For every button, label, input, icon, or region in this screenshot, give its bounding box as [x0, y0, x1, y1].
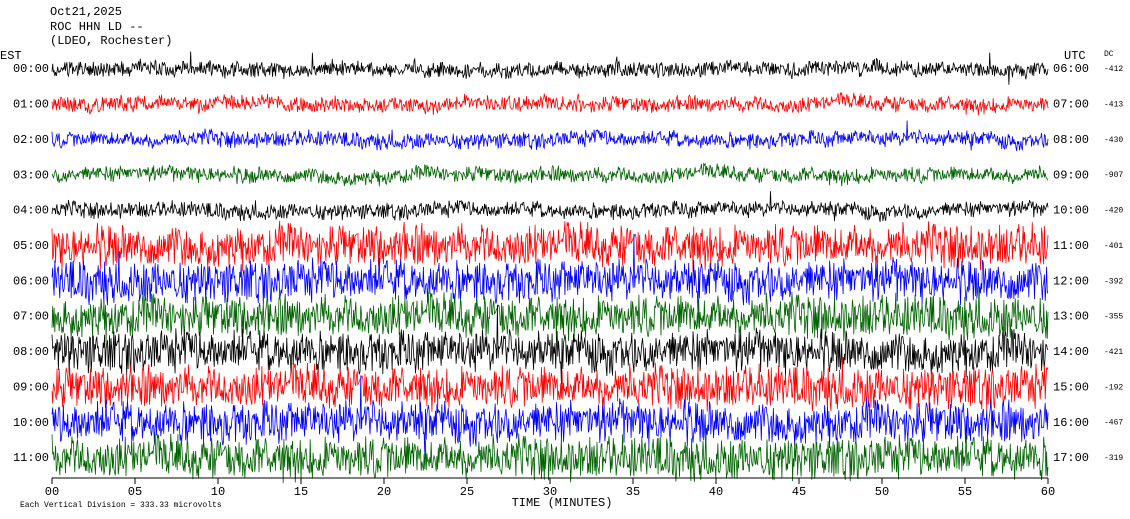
trace [51, 357, 1049, 413]
dc-label: -907 [1104, 171, 1123, 180]
dc-label: -392 [1104, 277, 1123, 286]
trace [51, 220, 1049, 272]
left-axis-title: EST [0, 49, 22, 63]
trace [51, 233, 1049, 314]
dc-label: -319 [1104, 454, 1123, 463]
title-line: Oct21,2025 [50, 5, 122, 19]
x-tick-label: 10 [211, 485, 225, 499]
est-label: 06:00 [13, 274, 49, 288]
x-tick-label: 60 [1041, 485, 1055, 499]
trace [51, 427, 1049, 484]
trace [51, 304, 1049, 385]
x-tick-label: 40 [709, 485, 723, 499]
title-line: ROC HHN LD -- [50, 20, 144, 34]
footer: Each Vertical Division = 333.33 microvol… [20, 501, 222, 510]
traces [51, 51, 1049, 484]
est-label: 11:00 [13, 451, 49, 465]
x-tick-label: 55 [958, 485, 972, 499]
dc-label: -467 [1104, 419, 1123, 428]
utc-label: 12:00 [1053, 274, 1089, 288]
est-label: 09:00 [13, 380, 49, 394]
utc-label: 08:00 [1053, 133, 1089, 147]
dc-title: DC [1104, 50, 1114, 59]
utc-label: 15:00 [1053, 380, 1089, 394]
x-tick-label: 05 [128, 485, 142, 499]
est-label: 02:00 [13, 133, 49, 147]
est-label: 01:00 [13, 98, 49, 112]
trace [51, 286, 1049, 342]
x-axis-label: TIME (MINUTES) [512, 496, 613, 510]
est-label: 03:00 [13, 168, 49, 182]
utc-label: 14:00 [1053, 345, 1089, 359]
est-label: 07:00 [13, 310, 49, 324]
x-tick-label: 50 [875, 485, 889, 499]
dc-label: -420 [1104, 207, 1123, 216]
dc-label: -430 [1104, 136, 1123, 145]
trace [51, 191, 1049, 222]
x-tick-label: 15 [294, 485, 308, 499]
x-tick-label: 00 [45, 485, 59, 499]
est-label: 05:00 [13, 239, 49, 253]
utc-label: 10:00 [1053, 204, 1089, 218]
dc-label: -413 [1104, 100, 1123, 109]
right-axis-title: UTC [1064, 49, 1086, 63]
title-line: (LDEO, Rochester) [50, 34, 172, 48]
utc-label: 11:00 [1053, 239, 1089, 253]
trace [51, 375, 1049, 455]
dc-label: -355 [1104, 313, 1123, 322]
est-label: 04:00 [13, 204, 49, 218]
utc-label: 06:00 [1053, 62, 1089, 76]
est-label: 10:00 [13, 416, 49, 430]
utc-label: 16:00 [1053, 416, 1089, 430]
utc-label: 17:00 [1053, 451, 1089, 465]
x-tick-label: 25 [460, 485, 474, 499]
est-label: 00:00 [13, 62, 49, 76]
x-tick-label: 20 [377, 485, 391, 499]
x-tick-label: 30 [543, 485, 557, 499]
x-tick-label: 35 [626, 485, 640, 499]
utc-label: 09:00 [1053, 168, 1089, 182]
trace [51, 120, 1049, 152]
utc-label: 13:00 [1053, 310, 1089, 324]
est-label: 08:00 [13, 345, 49, 359]
dc-label: -192 [1104, 383, 1123, 392]
dc-label: -421 [1104, 348, 1123, 357]
trace [51, 51, 1049, 85]
trace [51, 91, 1049, 116]
dc-label: -401 [1104, 242, 1123, 251]
trace [51, 162, 1049, 187]
x-tick-label: 45 [792, 485, 806, 499]
utc-label: 07:00 [1053, 98, 1089, 112]
dc-label: -412 [1104, 65, 1123, 74]
